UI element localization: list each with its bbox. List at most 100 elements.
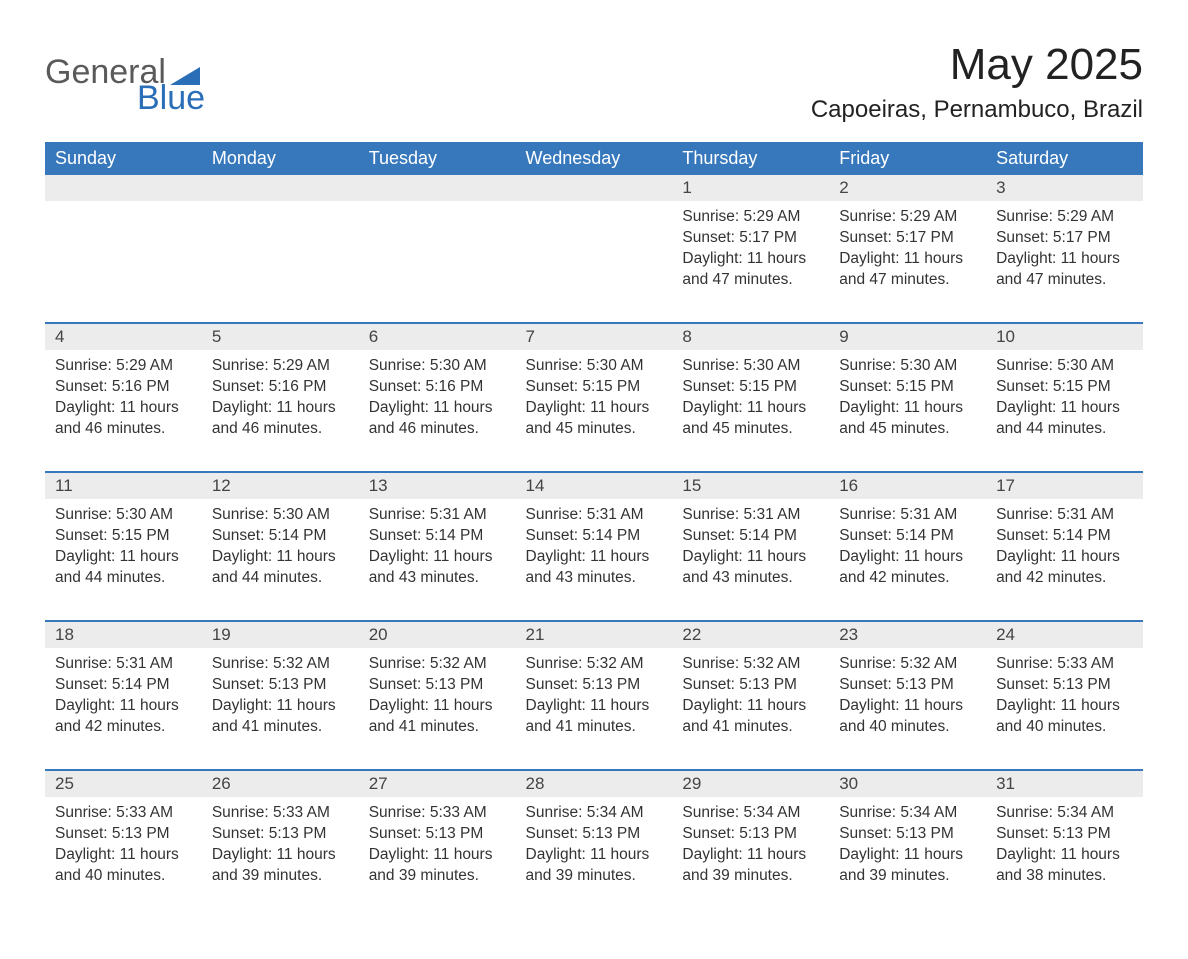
daylight-text: Daylight: 11 hours and 44 minutes. bbox=[996, 398, 1133, 440]
day-header: Friday bbox=[829, 142, 986, 175]
calendar-day: 30Sunrise: 5:34 AMSunset: 5:13 PMDayligh… bbox=[829, 771, 986, 919]
sunset-text: Sunset: 5:15 PM bbox=[996, 377, 1133, 398]
day-body bbox=[45, 201, 202, 217]
logo-text-blue: Blue bbox=[137, 81, 205, 115]
sunset-text: Sunset: 5:13 PM bbox=[996, 824, 1133, 845]
day-body: Sunrise: 5:31 AMSunset: 5:14 PMDaylight:… bbox=[359, 499, 516, 599]
day-number: 11 bbox=[45, 473, 202, 499]
day-body: Sunrise: 5:30 AMSunset: 5:15 PMDaylight:… bbox=[986, 350, 1143, 450]
calendar-day bbox=[45, 175, 202, 323]
sunset-text: Sunset: 5:13 PM bbox=[55, 824, 192, 845]
calendar-day: 4Sunrise: 5:29 AMSunset: 5:16 PMDaylight… bbox=[45, 324, 202, 472]
day-body: Sunrise: 5:32 AMSunset: 5:13 PMDaylight:… bbox=[516, 648, 673, 748]
sunrise-text: Sunrise: 5:33 AM bbox=[996, 654, 1133, 675]
daylight-text: Daylight: 11 hours and 40 minutes. bbox=[55, 845, 192, 887]
calendar-day: 3Sunrise: 5:29 AMSunset: 5:17 PMDaylight… bbox=[986, 175, 1143, 323]
day-body: Sunrise: 5:32 AMSunset: 5:13 PMDaylight:… bbox=[359, 648, 516, 748]
day-body: Sunrise: 5:33 AMSunset: 5:13 PMDaylight:… bbox=[202, 797, 359, 897]
calendar-day: 5Sunrise: 5:29 AMSunset: 5:16 PMDaylight… bbox=[202, 324, 359, 472]
sunrise-text: Sunrise: 5:30 AM bbox=[996, 356, 1133, 377]
day-number bbox=[516, 175, 673, 201]
day-body: Sunrise: 5:30 AMSunset: 5:14 PMDaylight:… bbox=[202, 499, 359, 599]
sunrise-text: Sunrise: 5:34 AM bbox=[682, 803, 819, 824]
day-number: 12 bbox=[202, 473, 359, 499]
day-body: Sunrise: 5:32 AMSunset: 5:13 PMDaylight:… bbox=[672, 648, 829, 748]
logo: General Blue bbox=[45, 55, 205, 115]
calendar-day: 14Sunrise: 5:31 AMSunset: 5:14 PMDayligh… bbox=[516, 473, 673, 621]
day-body: Sunrise: 5:29 AMSunset: 5:17 PMDaylight:… bbox=[986, 201, 1143, 301]
day-body: Sunrise: 5:31 AMSunset: 5:14 PMDaylight:… bbox=[672, 499, 829, 599]
sunrise-text: Sunrise: 5:31 AM bbox=[526, 505, 663, 526]
calendar-day: 7Sunrise: 5:30 AMSunset: 5:15 PMDaylight… bbox=[516, 324, 673, 472]
daylight-text: Daylight: 11 hours and 38 minutes. bbox=[996, 845, 1133, 887]
day-body: Sunrise: 5:34 AMSunset: 5:13 PMDaylight:… bbox=[986, 797, 1143, 897]
sunset-text: Sunset: 5:16 PM bbox=[369, 377, 506, 398]
daylight-text: Daylight: 11 hours and 45 minutes. bbox=[526, 398, 663, 440]
sunset-text: Sunset: 5:14 PM bbox=[839, 526, 976, 547]
calendar-day bbox=[359, 175, 516, 323]
sunrise-text: Sunrise: 5:29 AM bbox=[996, 207, 1133, 228]
sunset-text: Sunset: 5:13 PM bbox=[996, 675, 1133, 696]
sunset-text: Sunset: 5:14 PM bbox=[526, 526, 663, 547]
day-body: Sunrise: 5:30 AMSunset: 5:15 PMDaylight:… bbox=[516, 350, 673, 450]
sunrise-text: Sunrise: 5:30 AM bbox=[212, 505, 349, 526]
day-body: Sunrise: 5:34 AMSunset: 5:13 PMDaylight:… bbox=[516, 797, 673, 897]
daylight-text: Daylight: 11 hours and 47 minutes. bbox=[682, 249, 819, 291]
calendar-day: 9Sunrise: 5:30 AMSunset: 5:15 PMDaylight… bbox=[829, 324, 986, 472]
sunrise-text: Sunrise: 5:34 AM bbox=[526, 803, 663, 824]
daylight-text: Daylight: 11 hours and 42 minutes. bbox=[996, 547, 1133, 589]
calendar-day bbox=[516, 175, 673, 323]
calendar-week: 18Sunrise: 5:31 AMSunset: 5:14 PMDayligh… bbox=[45, 622, 1143, 770]
sunrise-text: Sunrise: 5:34 AM bbox=[839, 803, 976, 824]
calendar-day: 28Sunrise: 5:34 AMSunset: 5:13 PMDayligh… bbox=[516, 771, 673, 919]
daylight-text: Daylight: 11 hours and 47 minutes. bbox=[839, 249, 976, 291]
calendar-day: 17Sunrise: 5:31 AMSunset: 5:14 PMDayligh… bbox=[986, 473, 1143, 621]
sunrise-text: Sunrise: 5:32 AM bbox=[212, 654, 349, 675]
calendar-day bbox=[202, 175, 359, 323]
sunset-text: Sunset: 5:17 PM bbox=[682, 228, 819, 249]
day-number: 8 bbox=[672, 324, 829, 350]
daylight-text: Daylight: 11 hours and 46 minutes. bbox=[55, 398, 192, 440]
daylight-text: Daylight: 11 hours and 40 minutes. bbox=[996, 696, 1133, 738]
calendar-day: 25Sunrise: 5:33 AMSunset: 5:13 PMDayligh… bbox=[45, 771, 202, 919]
sunset-text: Sunset: 5:13 PM bbox=[212, 675, 349, 696]
calendar-table: SundayMondayTuesdayWednesdayThursdayFrid… bbox=[45, 142, 1143, 919]
calendar-day: 11Sunrise: 5:30 AMSunset: 5:15 PMDayligh… bbox=[45, 473, 202, 621]
day-number: 22 bbox=[672, 622, 829, 648]
daylight-text: Daylight: 11 hours and 41 minutes. bbox=[526, 696, 663, 738]
day-body: Sunrise: 5:29 AMSunset: 5:17 PMDaylight:… bbox=[672, 201, 829, 301]
sunset-text: Sunset: 5:13 PM bbox=[369, 675, 506, 696]
sunrise-text: Sunrise: 5:29 AM bbox=[55, 356, 192, 377]
daylight-text: Daylight: 11 hours and 39 minutes. bbox=[369, 845, 506, 887]
calendar-day: 24Sunrise: 5:33 AMSunset: 5:13 PMDayligh… bbox=[986, 622, 1143, 770]
sunrise-text: Sunrise: 5:31 AM bbox=[839, 505, 976, 526]
daylight-text: Daylight: 11 hours and 44 minutes. bbox=[212, 547, 349, 589]
calendar-day: 2Sunrise: 5:29 AMSunset: 5:17 PMDaylight… bbox=[829, 175, 986, 323]
day-body: Sunrise: 5:29 AMSunset: 5:16 PMDaylight:… bbox=[202, 350, 359, 450]
sunset-text: Sunset: 5:14 PM bbox=[55, 675, 192, 696]
sunset-text: Sunset: 5:13 PM bbox=[682, 675, 819, 696]
daylight-text: Daylight: 11 hours and 45 minutes. bbox=[839, 398, 976, 440]
sunrise-text: Sunrise: 5:32 AM bbox=[526, 654, 663, 675]
day-number: 6 bbox=[359, 324, 516, 350]
day-number: 10 bbox=[986, 324, 1143, 350]
daylight-text: Daylight: 11 hours and 39 minutes. bbox=[526, 845, 663, 887]
sunrise-text: Sunrise: 5:30 AM bbox=[369, 356, 506, 377]
sunset-text: Sunset: 5:13 PM bbox=[526, 675, 663, 696]
sunrise-text: Sunrise: 5:31 AM bbox=[682, 505, 819, 526]
day-number: 23 bbox=[829, 622, 986, 648]
calendar-day: 22Sunrise: 5:32 AMSunset: 5:13 PMDayligh… bbox=[672, 622, 829, 770]
calendar-day: 21Sunrise: 5:32 AMSunset: 5:13 PMDayligh… bbox=[516, 622, 673, 770]
sunrise-text: Sunrise: 5:32 AM bbox=[369, 654, 506, 675]
calendar-day: 10Sunrise: 5:30 AMSunset: 5:15 PMDayligh… bbox=[986, 324, 1143, 472]
daylight-text: Daylight: 11 hours and 47 minutes. bbox=[996, 249, 1133, 291]
day-number: 19 bbox=[202, 622, 359, 648]
sunrise-text: Sunrise: 5:30 AM bbox=[55, 505, 192, 526]
sunset-text: Sunset: 5:15 PM bbox=[682, 377, 819, 398]
day-number bbox=[45, 175, 202, 201]
calendar-day: 18Sunrise: 5:31 AMSunset: 5:14 PMDayligh… bbox=[45, 622, 202, 770]
daylight-text: Daylight: 11 hours and 39 minutes. bbox=[212, 845, 349, 887]
day-number: 9 bbox=[829, 324, 986, 350]
day-number: 4 bbox=[45, 324, 202, 350]
daylight-text: Daylight: 11 hours and 40 minutes. bbox=[839, 696, 976, 738]
